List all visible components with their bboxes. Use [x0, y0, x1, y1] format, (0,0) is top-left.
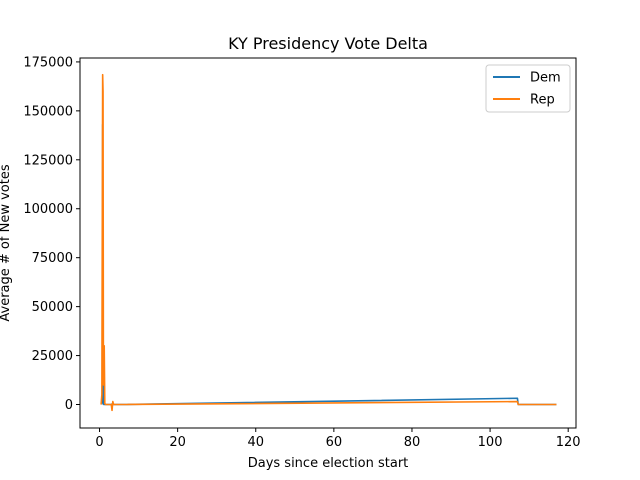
plot-area — [80, 58, 576, 428]
x-tick-label: 20 — [169, 435, 186, 450]
x-tick-label: 0 — [95, 435, 103, 450]
x-tick-label: 40 — [247, 435, 264, 450]
legend-label-rep: Rep — [530, 93, 555, 108]
y-axis-label: Average # of New votes — [0, 164, 13, 321]
x-tick-label: 80 — [404, 435, 421, 450]
x-tick-label: 120 — [556, 435, 581, 450]
y-tick-label: 100000 — [23, 202, 73, 217]
legend: Dem Rep — [485, 64, 571, 113]
series-lines — [100, 73, 557, 412]
chart-title: KY Presidency Vote Delta — [228, 34, 428, 53]
legend-label-dem: Dem — [530, 71, 561, 86]
y-tick-label: 150000 — [23, 104, 73, 119]
y-tick-label: 25000 — [32, 349, 73, 364]
y-tick-label: 75000 — [32, 251, 73, 266]
x-tick-label: 60 — [326, 435, 343, 450]
y-tick-label: 125000 — [23, 153, 73, 168]
series-line-rep — [100, 73, 557, 412]
x-axis-label: Days since election start — [248, 456, 409, 471]
plot-frame — [79, 57, 577, 429]
y-tick-label: 0 — [65, 398, 73, 413]
x-tick-label: 100 — [478, 435, 503, 450]
y-tick-label: 175000 — [23, 55, 73, 70]
y-tick-label: 50000 — [32, 300, 73, 315]
y-axis-ticks: 0 25000 50000 75000 100000 125000 150000 175000 — [23, 55, 80, 413]
x-axis-ticks: 0 20 40 60 80 100 120 — [95, 428, 581, 450]
